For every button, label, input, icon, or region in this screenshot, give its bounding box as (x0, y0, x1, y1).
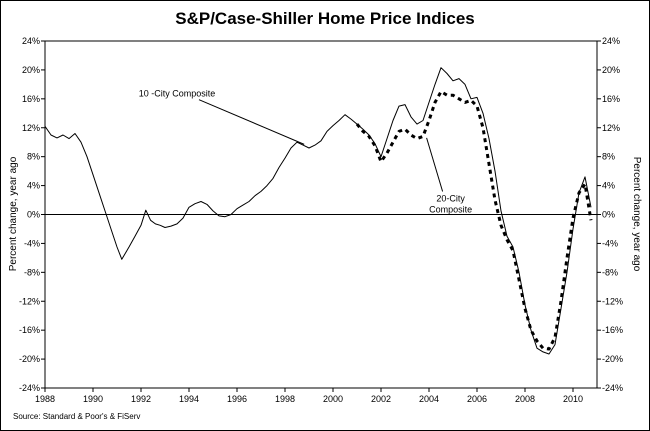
y-tick-label-right: 16% (602, 94, 620, 104)
series-line-20-city (355, 90, 593, 351)
y-tick-label-left: -8% (24, 267, 40, 277)
y-tick-label-left: -16% (19, 325, 40, 335)
annotation-20-city-arrow (426, 137, 444, 192)
x-tick-label: 2008 (515, 394, 535, 404)
x-tick-label: 1998 (275, 394, 295, 404)
annotation-10-city-arrow (198, 99, 305, 145)
annotation-20-city-label: 20-City Composite (429, 193, 472, 214)
y-tick-label-left: -4% (24, 238, 40, 248)
y-tick-label-left: -20% (19, 354, 40, 364)
x-tick-label: 1990 (83, 394, 103, 404)
x-tick-label: 2002 (371, 394, 391, 404)
x-tick-label: 2006 (467, 394, 487, 404)
x-tick-label: 1996 (227, 394, 247, 404)
series-line-10-city (44, 67, 592, 355)
y-tick-label-right: 20% (602, 65, 620, 75)
y-tick-label-right: -16% (602, 325, 623, 335)
y-axis-title-left: Percent change, year ago (8, 156, 19, 271)
y-tick-label-right: 0% (602, 210, 615, 220)
y-tick-label-right: -12% (602, 296, 623, 306)
annotation-10-city-label: 10 -City Composite (139, 89, 216, 99)
y-tick-label-right: -4% (602, 238, 618, 248)
y-tick-label-left: 4% (27, 181, 40, 191)
y-tick-label-left: 16% (22, 94, 40, 104)
y-tick-label-left: 24% (22, 36, 40, 46)
y-tick-label-left: 12% (22, 123, 40, 133)
x-tick-label: 1988 (35, 394, 55, 404)
y-tick-label-right: -8% (602, 267, 618, 277)
y-tick-label-left: -24% (19, 383, 40, 393)
chart-title: S&P/Case-Shiller Home Price Indices (175, 9, 475, 28)
axes: -24% -24% -20% -20% -16% -16% -12% -12% -8% -8% -4… (19, 36, 623, 404)
x-tick-label: 2004 (419, 394, 439, 404)
y-axis-title-right: Percent change, year ago (631, 157, 642, 272)
y-tick-label-right: -20% (602, 354, 623, 364)
y-tick-label-right: 4% (602, 181, 615, 191)
annotations: 10 -City Composite 20-City Composite (139, 89, 472, 215)
series-lines (44, 67, 593, 355)
y-tick-label-right: 8% (602, 152, 615, 162)
y-tick-label-left: 8% (27, 152, 40, 162)
y-tick-label-left: -12% (19, 296, 40, 306)
y-tick-label-left: 20% (22, 65, 40, 75)
x-tick-label: 1994 (179, 394, 199, 404)
source-note: Source: Standard & Poor's & FiServ (13, 412, 141, 421)
x-tick-label: 1992 (131, 394, 151, 404)
y-tick-label-left: 0% (27, 210, 40, 220)
y-tick-label-right: -24% (602, 383, 623, 393)
y-tick-label-right: 24% (602, 36, 620, 46)
y-tick-label-right: 12% (602, 123, 620, 133)
x-tick-label: 2000 (323, 394, 343, 404)
x-tick-label: 2010 (563, 394, 583, 404)
